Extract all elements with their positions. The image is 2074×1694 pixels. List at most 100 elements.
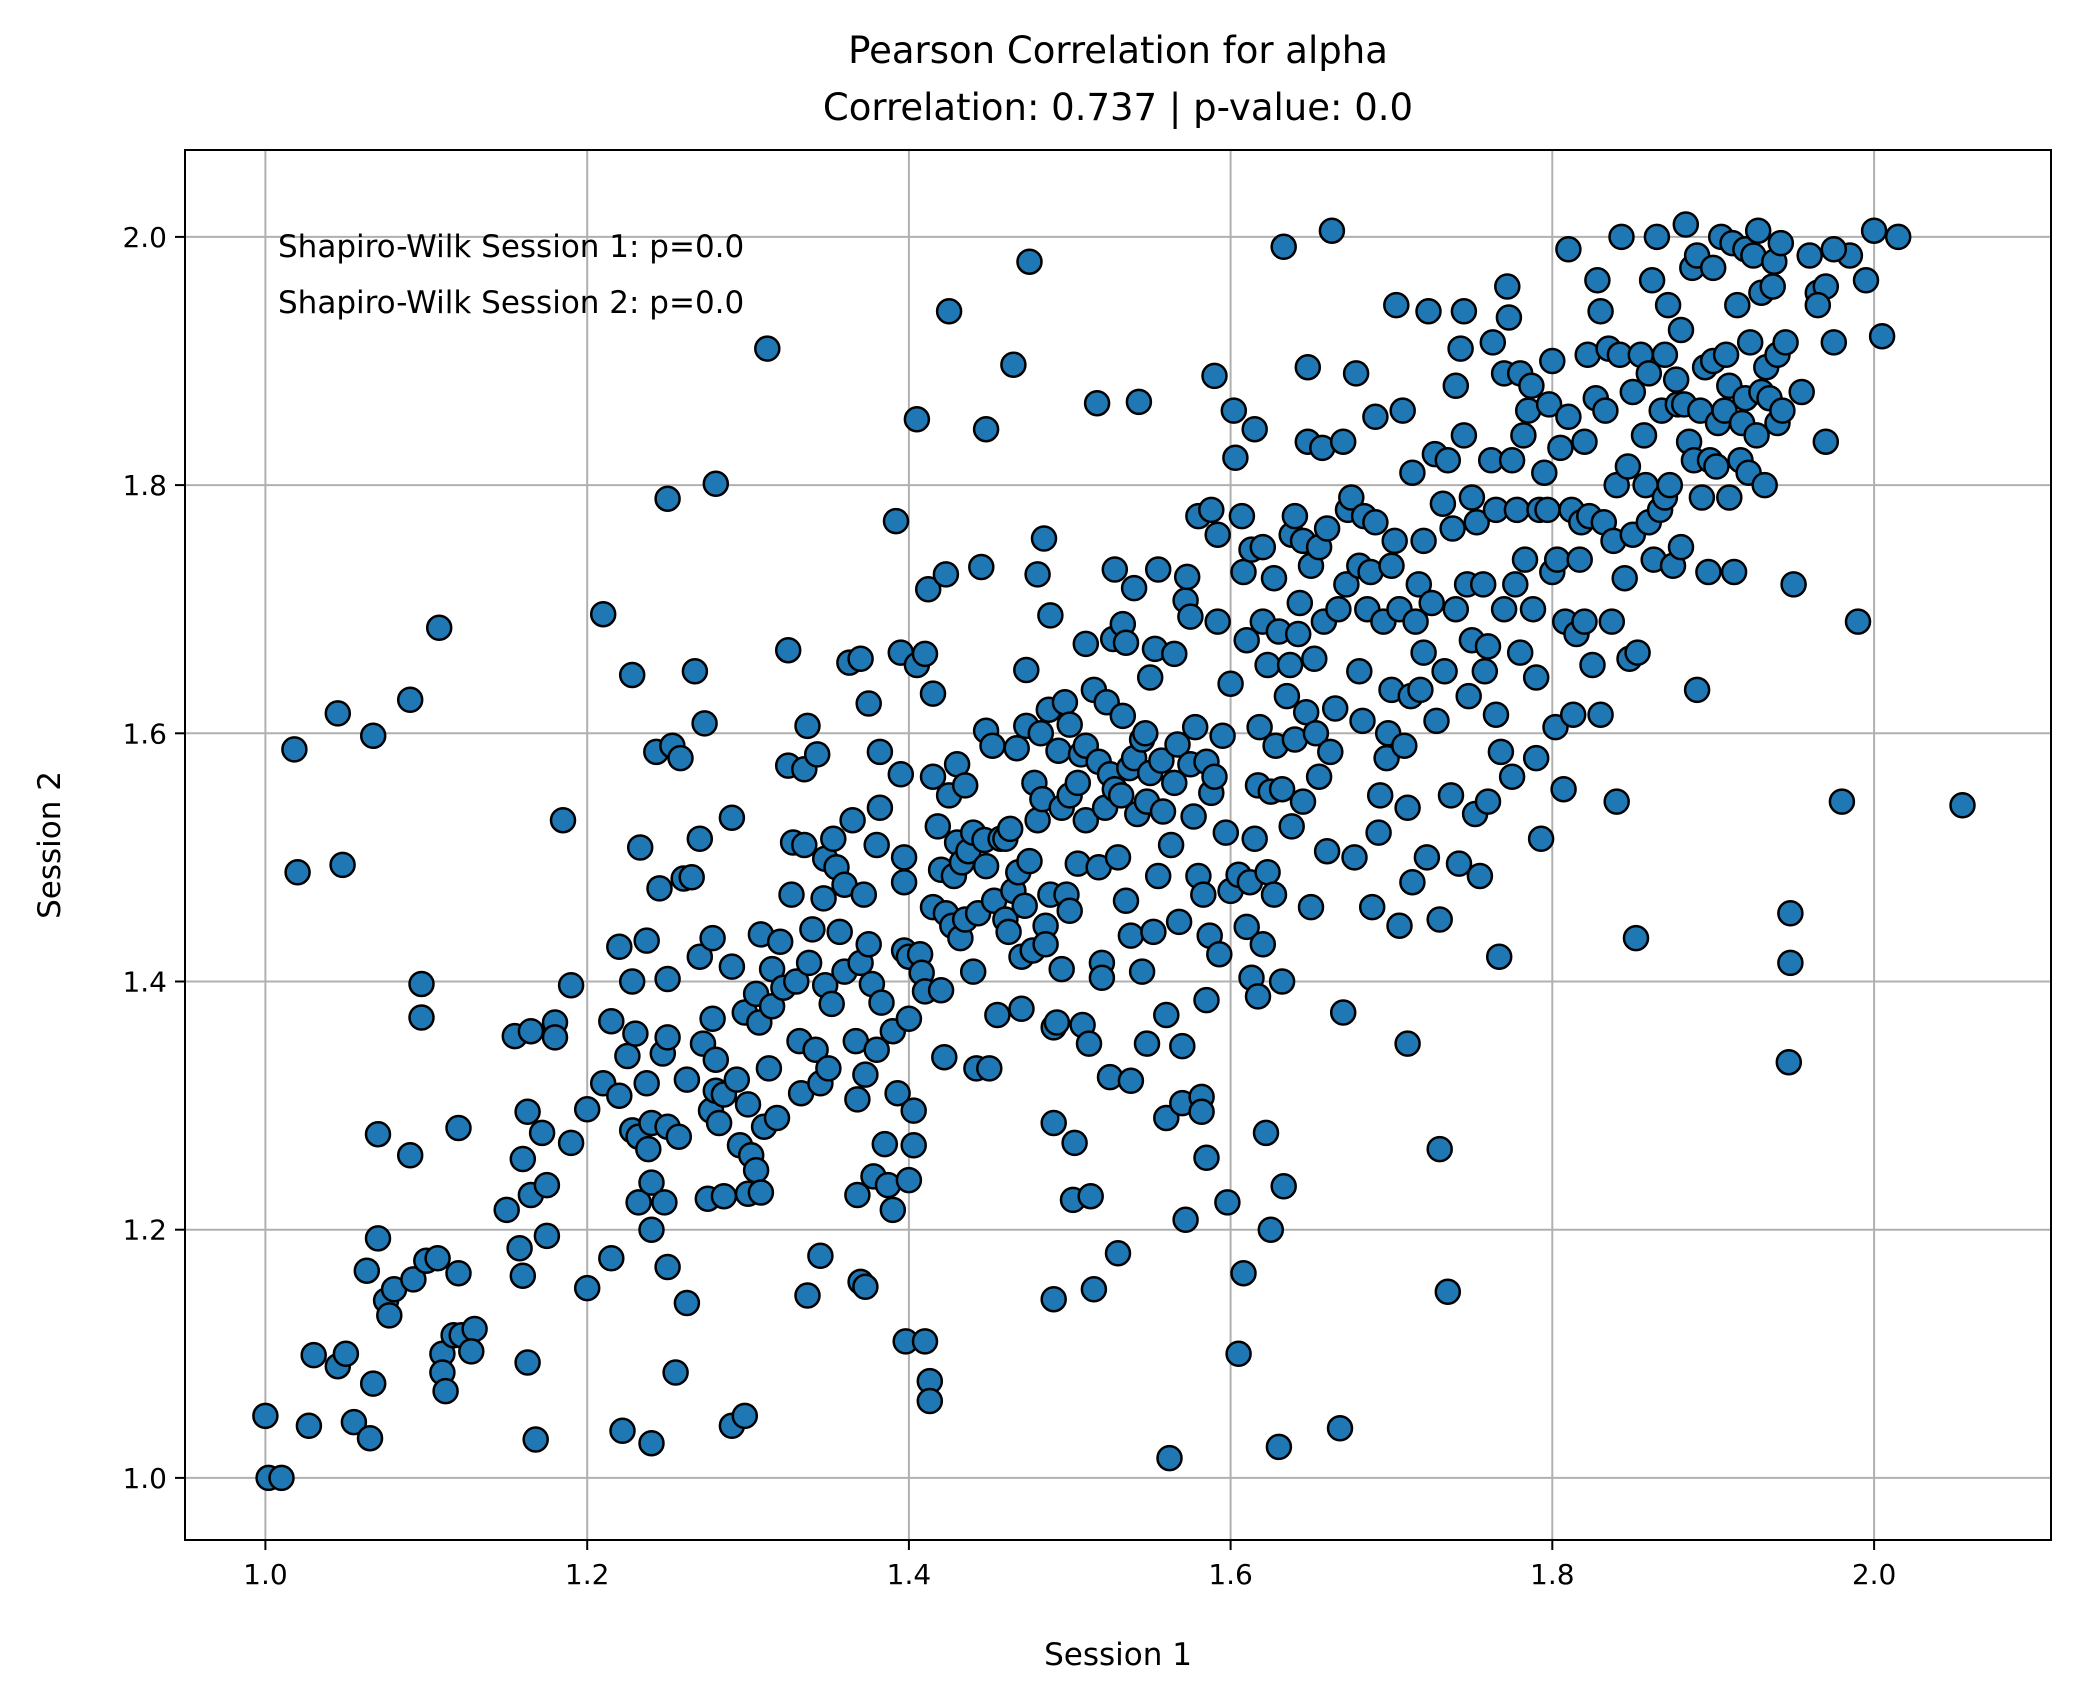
data-point xyxy=(1383,291,1410,319)
data-point xyxy=(1603,788,1630,815)
data-point xyxy=(1341,844,1368,871)
data-point xyxy=(895,1005,923,1032)
data-point xyxy=(1220,397,1248,424)
data-point xyxy=(673,1066,701,1093)
data-point xyxy=(723,1066,751,1093)
data-point xyxy=(815,1055,842,1082)
data-point xyxy=(1077,1182,1104,1210)
data-point xyxy=(734,1091,762,1118)
data-point xyxy=(887,761,915,788)
data-point xyxy=(646,875,673,902)
data-point xyxy=(1233,913,1260,941)
data-point xyxy=(1104,1240,1132,1267)
data-point xyxy=(1415,298,1442,325)
data-point xyxy=(1667,533,1695,561)
data-point xyxy=(1101,556,1129,583)
data-point xyxy=(1260,564,1288,592)
data-point xyxy=(1181,713,1209,741)
data-point xyxy=(461,1315,488,1343)
data-point xyxy=(791,831,818,859)
data-point xyxy=(1584,267,1611,294)
data-point xyxy=(1614,453,1642,480)
data-point xyxy=(1016,847,1043,875)
data-point xyxy=(1949,792,1976,819)
data-point xyxy=(284,859,311,886)
data-point xyxy=(324,700,352,727)
data-point xyxy=(1630,422,1658,449)
data-point xyxy=(794,712,821,740)
data-point xyxy=(1204,608,1231,635)
data-point xyxy=(1490,595,1518,623)
data-point xyxy=(1153,1001,1180,1029)
data-point xyxy=(1751,471,1778,499)
data-point xyxy=(1244,983,1272,1010)
data-point xyxy=(1555,403,1582,431)
data-point xyxy=(1780,571,1807,598)
data-point xyxy=(1547,434,1574,462)
data-point xyxy=(766,928,794,956)
y-tick-label: 1.2 xyxy=(122,1214,167,1247)
plot-area-frame xyxy=(184,149,2052,1541)
data-point xyxy=(1744,217,1772,244)
data-point xyxy=(549,806,577,834)
data-point xyxy=(1510,422,1537,449)
data-point xyxy=(810,885,837,912)
data-point xyxy=(1410,639,1437,666)
data-point xyxy=(1426,906,1453,933)
data-point xyxy=(1338,484,1365,511)
data-point xyxy=(1868,322,1896,350)
data-point xyxy=(691,710,718,737)
data-point xyxy=(916,1387,944,1415)
data-point xyxy=(1506,639,1534,666)
data-point xyxy=(718,953,746,980)
data-point xyxy=(609,1417,636,1445)
data-point xyxy=(879,1196,907,1224)
data-point xyxy=(1326,1415,1354,1442)
data-point xyxy=(1188,1098,1215,1126)
data-point xyxy=(1426,1135,1453,1163)
data-point xyxy=(890,868,918,896)
data-point xyxy=(514,1349,541,1376)
data-point xyxy=(1257,1216,1285,1243)
data-point xyxy=(1442,595,1470,623)
data-point xyxy=(1284,620,1312,648)
data-point xyxy=(1434,1278,1462,1306)
data-point xyxy=(618,661,646,689)
data-point xyxy=(1107,782,1135,809)
data-point xyxy=(1072,806,1100,834)
data-point xyxy=(1180,803,1207,830)
data-point xyxy=(863,831,890,859)
data-point xyxy=(1638,267,1666,294)
data-point xyxy=(573,1096,601,1123)
y-tick-label: 1.6 xyxy=(122,717,167,750)
data-point xyxy=(1716,484,1743,511)
data-point xyxy=(1402,608,1429,635)
data-point xyxy=(1329,428,1357,455)
data-point xyxy=(1511,546,1539,573)
data-point xyxy=(625,1189,652,1216)
data-point xyxy=(1531,459,1558,486)
data-point xyxy=(458,1338,485,1365)
data-point xyxy=(868,989,895,1016)
data-point xyxy=(1064,769,1092,797)
data-point xyxy=(1349,707,1376,735)
data-point xyxy=(424,1245,451,1272)
data-point xyxy=(911,1328,939,1355)
data-point xyxy=(626,834,654,861)
data-point xyxy=(1410,527,1437,555)
data-point xyxy=(1455,682,1482,710)
data-point xyxy=(1542,713,1569,741)
data-point xyxy=(332,1340,360,1368)
data-point xyxy=(911,640,939,668)
data-point xyxy=(1804,291,1832,319)
data-point xyxy=(662,1359,689,1386)
data-point xyxy=(852,1273,879,1301)
data-point xyxy=(1365,819,1392,846)
data-point xyxy=(914,576,942,603)
data-point xyxy=(445,1259,472,1287)
data-point xyxy=(522,1426,549,1453)
data-point xyxy=(1072,630,1100,658)
data-point xyxy=(509,1262,537,1289)
data-point xyxy=(1559,701,1587,728)
data-point xyxy=(1381,527,1408,555)
